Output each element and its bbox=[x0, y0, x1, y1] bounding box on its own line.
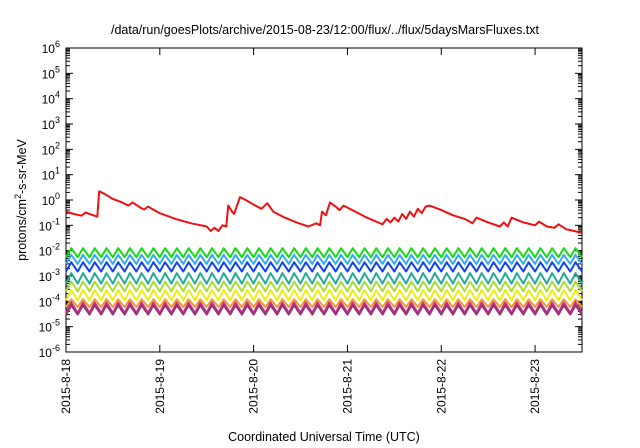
y-tick-label: 100 bbox=[42, 191, 60, 208]
y-tick-label: 102 bbox=[42, 140, 60, 157]
y-tick-label-base: 10 bbox=[42, 118, 56, 132]
y-tick-label-base: 10 bbox=[42, 194, 56, 208]
chart-title: /data/run/goesPlots/archive/2015-08-23/1… bbox=[111, 23, 540, 37]
y-tick-label-exp: 2 bbox=[55, 140, 60, 150]
y-tick-label-exp: -1 bbox=[52, 216, 60, 226]
y-tick-label-base: 10 bbox=[42, 169, 56, 183]
x-tick-label: 2015-8-18 bbox=[59, 359, 73, 414]
y-tick-label-exp: 1 bbox=[55, 166, 60, 176]
plot-area: 10-610-510-410-310-210-11001011021031041… bbox=[39, 39, 583, 414]
y-tick-label-base: 10 bbox=[42, 93, 56, 107]
series-line-8 bbox=[65, 298, 583, 308]
series-line-7 bbox=[65, 289, 583, 302]
x-axis: 2015-8-18 2015-8-19 2015-8-20 2015-8-21 2015… bbox=[59, 48, 542, 414]
y-axis-label-prefix: protons/cm bbox=[15, 199, 29, 261]
x-tick-label: 2015-8-21 bbox=[340, 359, 354, 414]
y-tick-label-exp: 5 bbox=[55, 64, 60, 74]
y-tick-label-base: 10 bbox=[39, 245, 53, 259]
y-tick-label-exp: -4 bbox=[52, 292, 60, 302]
series-layer bbox=[65, 190, 583, 316]
y-axis-label-sup: 2 bbox=[13, 194, 23, 199]
y-tick-label: 104 bbox=[42, 90, 60, 107]
y-tick-label: 10-4 bbox=[39, 292, 60, 309]
y-axis-label-suffix: -s-sr-MeV bbox=[15, 138, 29, 194]
y-tick-label: 101 bbox=[42, 166, 60, 183]
x-tick-label: 2015-8-20 bbox=[247, 359, 261, 414]
y-tick-label: 10-3 bbox=[39, 267, 60, 284]
y-tick-label: 106 bbox=[42, 39, 60, 56]
series-line-5 bbox=[65, 272, 583, 285]
x-tick-label: 2015-8-22 bbox=[434, 359, 448, 414]
y-tick-label-base: 10 bbox=[39, 219, 53, 233]
y-tick-label-exp: -5 bbox=[52, 318, 60, 328]
y-tick-label: 10-1 bbox=[39, 216, 60, 233]
y-tick-label-exp: -2 bbox=[52, 242, 60, 252]
y-tick-label-exp: -3 bbox=[52, 267, 60, 277]
y-tick-label-exp: 3 bbox=[55, 115, 60, 125]
x-axis-label: Coordinated Universal Time (UTC) bbox=[228, 430, 420, 444]
y-tick-label: 10-5 bbox=[39, 318, 60, 335]
y-tick-label-base: 10 bbox=[39, 270, 53, 284]
y-tick-label: 10-6 bbox=[39, 343, 60, 360]
y-tick-label-exp: 0 bbox=[55, 191, 60, 201]
x-tick-label: 2015-8-23 bbox=[528, 359, 542, 414]
y-tick-label-base: 10 bbox=[42, 143, 56, 157]
x-tick-label: 2015-8-19 bbox=[153, 359, 167, 414]
y-tick-label: 105 bbox=[42, 64, 60, 81]
y-tick-label: 10-2 bbox=[39, 242, 60, 259]
series-line-2 bbox=[65, 247, 583, 259]
series-line-6 bbox=[65, 280, 583, 293]
y-axis: 10-610-510-410-310-210-11001011021031041… bbox=[39, 39, 582, 360]
y-tick-label: 103 bbox=[42, 115, 60, 132]
y-tick-label-base: 10 bbox=[39, 295, 53, 309]
y-tick-label-exp: 6 bbox=[55, 39, 60, 49]
y-tick-label-base: 10 bbox=[39, 346, 53, 360]
y-axis-label: protons/cm2-s-sr-MeV bbox=[13, 138, 29, 260]
series-line-1 bbox=[65, 190, 583, 234]
series-line-10 bbox=[65, 304, 583, 316]
y-tick-label-base: 10 bbox=[39, 321, 53, 335]
y-tick-label-base: 10 bbox=[42, 42, 56, 56]
y-tick-label-base: 10 bbox=[42, 67, 56, 81]
y-tick-label-exp: 4 bbox=[55, 90, 60, 100]
series-line-4 bbox=[65, 261, 583, 273]
y-tick-label-exp: -6 bbox=[52, 343, 60, 353]
series-line-3 bbox=[65, 253, 583, 265]
